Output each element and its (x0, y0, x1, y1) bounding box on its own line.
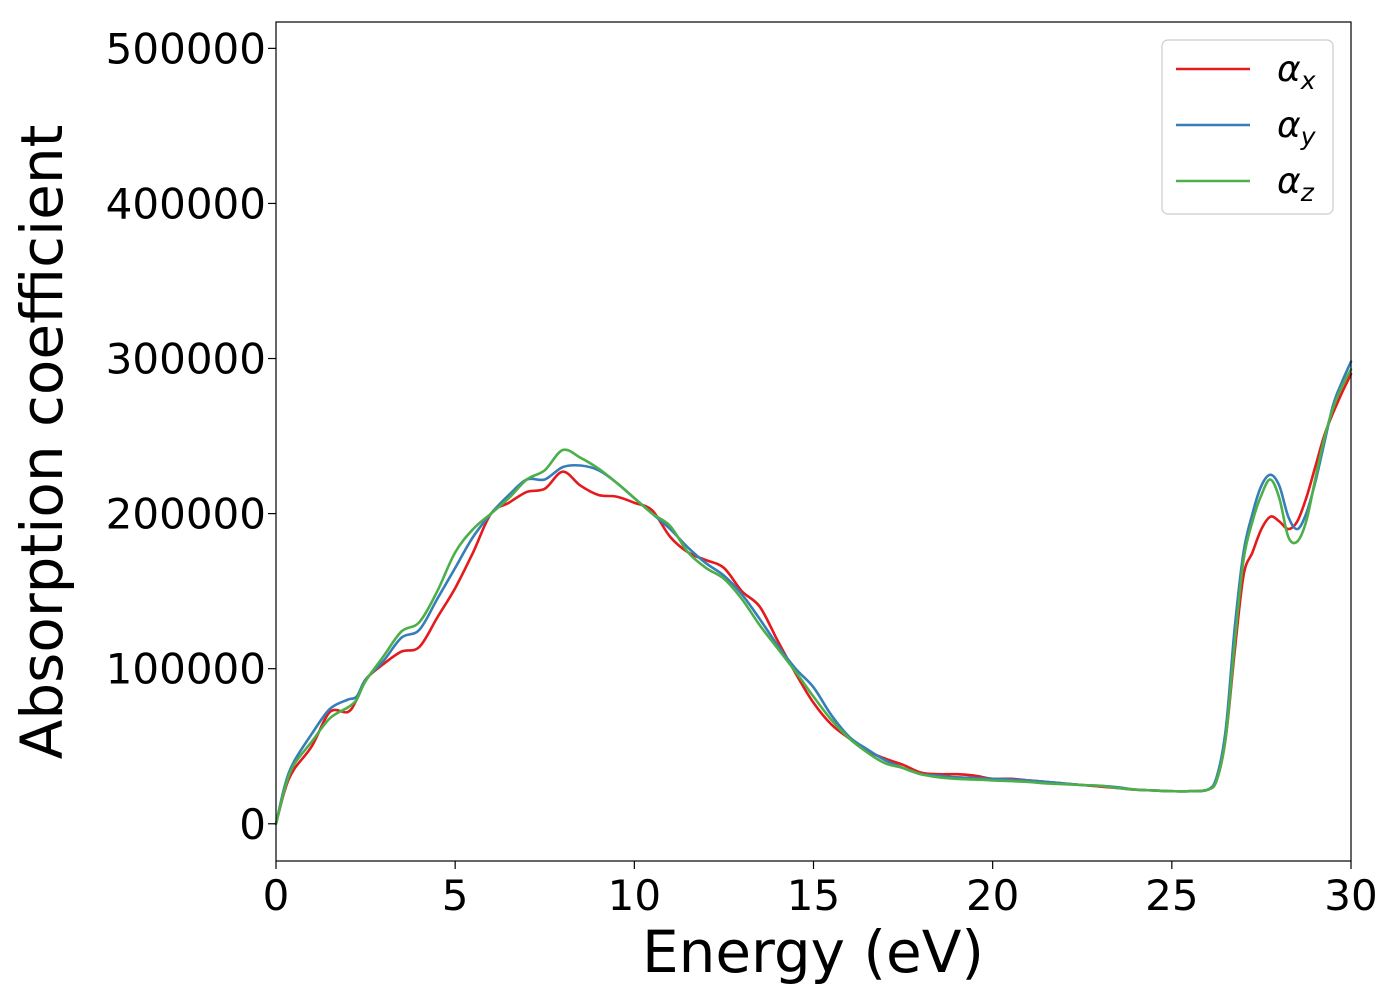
x-tick-label: 5 (442, 871, 469, 920)
x-tick-label: 0 (263, 871, 290, 920)
series-layer (274, 360, 1353, 826)
x-tick-label: 30 (1324, 871, 1377, 920)
legend-label-z: αz (1277, 161, 1315, 207)
x-axis-label: Energy (eV) (642, 918, 984, 986)
legend-label-x: αx (1277, 49, 1316, 95)
y-tick-label: 300000 (106, 335, 266, 384)
x-tick-label: 10 (608, 871, 661, 920)
y-tick-label: 200000 (106, 490, 266, 539)
y-tick-label: 100000 (106, 645, 266, 694)
y-axis-ticks: 0 100000 200000 300000 400000 500000 (106, 24, 276, 849)
y-axis-label: Absorption coefficient (8, 125, 76, 760)
series-line-z (274, 368, 1353, 826)
x-tick-label: 25 (1145, 871, 1198, 920)
legend-items: αx αy αz (1176, 49, 1317, 207)
series-line-y (274, 360, 1353, 826)
x-tick-label: 20 (966, 871, 1019, 920)
x-tick-label: 15 (787, 871, 840, 920)
x-axis-ticks: 0 5 10 15 20 25 30 (263, 861, 1378, 920)
legend: αx αy αz (1161, 39, 1334, 215)
y-tick-label: 400000 (106, 179, 266, 228)
legend-label-y: αy (1277, 105, 1317, 151)
y-tick-label: 0 (239, 800, 266, 849)
legend-box (1161, 39, 1334, 215)
y-tick-label: 500000 (106, 24, 266, 73)
